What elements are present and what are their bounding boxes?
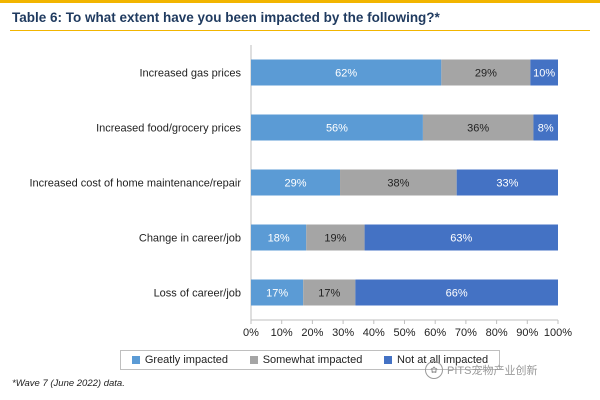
bar-segment [456, 169, 558, 196]
top-accent-rule [0, 0, 600, 3]
x-tick-label: 80% [486, 327, 508, 339]
bar-segment [251, 169, 341, 196]
data-label: 17% [318, 288, 340, 300]
data-label: 19% [324, 233, 346, 245]
x-tick-label: 0% [243, 327, 259, 339]
data-label: 66% [446, 288, 468, 300]
bar-segment [355, 279, 558, 306]
bar-segment [441, 59, 531, 86]
chart-title: Table 6: To what extent have you been im… [12, 10, 440, 25]
footnote: *Wave 7 (June 2022) data. [12, 378, 125, 389]
wechat-icon: ✿ [425, 361, 443, 379]
legend-swatch-not-at-all [384, 356, 393, 364]
data-label: 33% [496, 178, 518, 190]
bar-segment [303, 279, 356, 306]
watermark: ✿ PITS宠物产业创新 [425, 361, 537, 379]
legend-label-greatly: Greatly impacted [144, 354, 228, 366]
legend: Greatly impacted Somewhat impacted Not a… [120, 350, 500, 370]
bar-segment [533, 114, 558, 141]
x-tick-label: 40% [363, 327, 385, 339]
bar-segment [422, 114, 534, 141]
bar-segment [251, 59, 442, 86]
bar-segment [340, 169, 457, 196]
x-tick-label: 10% [271, 327, 293, 339]
category-label: Increased food/grocery prices [96, 123, 241, 135]
data-label: 56% [326, 123, 348, 135]
title-underline [10, 30, 590, 31]
legend-swatch-somewhat [249, 356, 258, 364]
category-label: Increased gas prices [140, 68, 242, 80]
x-tick-label: 30% [332, 327, 354, 339]
x-tick-label: 20% [301, 327, 323, 339]
x-tick-label: 60% [424, 327, 446, 339]
x-tick-label: 50% [393, 327, 415, 339]
data-label: 18% [268, 233, 290, 245]
bar-segment [251, 279, 304, 306]
data-label: 10% [533, 68, 555, 80]
data-label: 62% [335, 68, 357, 80]
legend-item-greatly: Greatly impacted [131, 354, 228, 366]
legend-swatch-greatly [131, 356, 140, 364]
bar-segment [306, 224, 365, 251]
data-label: 29% [475, 68, 497, 80]
legend-label-not-at-all: Not at all impacted [397, 354, 489, 366]
watermark-text: PITS宠物产业创新 [447, 365, 538, 377]
bar-segment [251, 224, 307, 251]
bar-segment [530, 59, 558, 86]
data-label: 63% [450, 233, 472, 245]
category-label: Increased cost of home maintenance/repai… [29, 178, 241, 190]
legend-label-somewhat: Somewhat impacted [262, 354, 363, 366]
x-tick-label: 90% [516, 327, 538, 339]
legend-item-not-at-all: Not at all impacted [384, 354, 488, 366]
bar-segment [364, 224, 558, 251]
data-label: 29% [284, 178, 306, 190]
x-tick-label: 70% [455, 327, 477, 339]
legend-item-somewhat: Somewhat impacted [249, 354, 363, 366]
data-label: 36% [467, 123, 489, 135]
data-label: 38% [387, 178, 409, 190]
data-label: 17% [266, 288, 288, 300]
category-label: Change in career/job [139, 233, 241, 245]
data-label: 8% [538, 123, 554, 135]
category-label: Loss of career/job [154, 288, 241, 300]
bar-segment [251, 114, 423, 141]
x-tick-label: 100% [544, 327, 572, 339]
